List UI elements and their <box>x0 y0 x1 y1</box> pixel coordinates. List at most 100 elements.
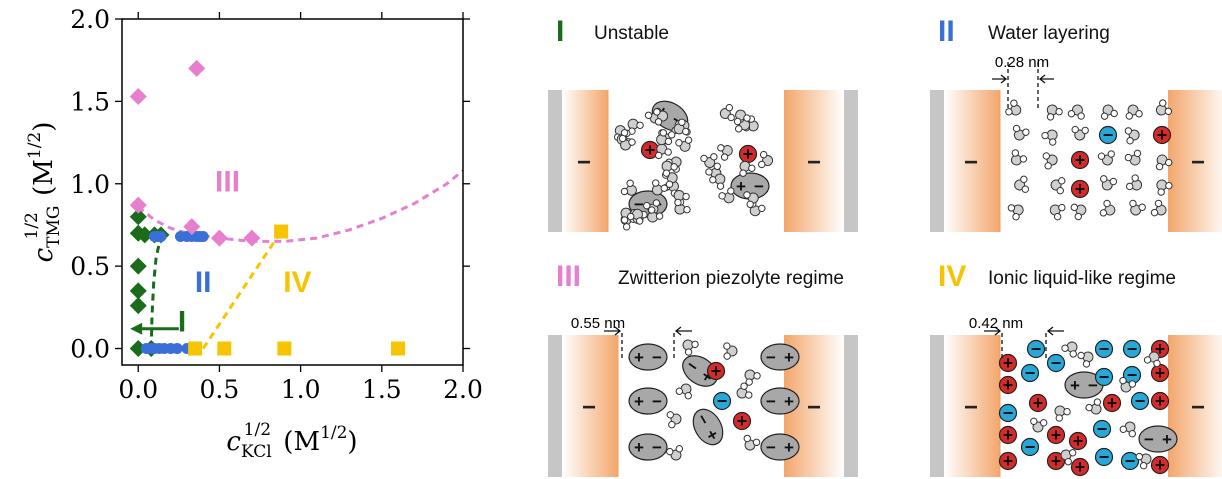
charge-symbol: + <box>1075 150 1086 170</box>
hydrogen-atom <box>727 187 735 195</box>
water-molecule <box>1050 177 1066 195</box>
water-molecule <box>739 160 756 177</box>
hydrogen-atom <box>709 176 717 184</box>
data-point <box>217 341 232 356</box>
water-molecule <box>719 103 735 122</box>
hydrogen-atom <box>683 205 691 214</box>
charge-symbol: − <box>754 177 764 196</box>
hydrogen-atom <box>618 134 627 143</box>
charge-symbol: + <box>711 361 722 381</box>
anion: − <box>1094 367 1114 387</box>
oxygen-atom <box>749 205 761 217</box>
hydrogen-atom <box>1042 152 1051 160</box>
oxygen-atom <box>721 145 733 157</box>
hydrogen-atom <box>1005 108 1013 116</box>
water-molecule <box>1049 203 1066 221</box>
zwitterion-body <box>760 433 800 461</box>
hydrogen-atom <box>725 103 734 112</box>
spacing-label: 0.28 nm <box>995 54 1049 71</box>
charge-symbol: − <box>1103 125 1114 145</box>
hydrogen-atom <box>682 192 690 201</box>
oxygen-atom <box>1104 204 1116 216</box>
oxygen-atom <box>1071 104 1083 116</box>
data-point <box>243 229 261 247</box>
hydrogen-atom <box>1124 127 1133 135</box>
data-point <box>129 87 147 105</box>
hydrogen-atom <box>620 129 629 137</box>
cation-circle <box>1070 150 1090 170</box>
charge-symbol: + <box>1162 430 1172 449</box>
hydrogen-atom <box>1139 461 1148 470</box>
hydrogen-atom <box>752 438 761 446</box>
hydrogen-atom <box>622 223 631 231</box>
x-tick-label: 0.0 <box>118 375 158 404</box>
anion-circle <box>1094 367 1114 387</box>
arrow-head <box>130 322 143 335</box>
zwitterion: +− <box>628 343 668 371</box>
cation: + <box>1068 431 1088 451</box>
data-point <box>129 297 147 315</box>
hydrogen-atom <box>1058 203 1066 212</box>
water-molecule <box>1054 405 1071 422</box>
surface-right <box>1168 90 1222 232</box>
hydrogen-atom <box>691 340 699 349</box>
data-point <box>129 340 147 358</box>
spacing-arrow <box>1038 74 1054 84</box>
zwitterion-body <box>628 387 668 415</box>
panel-II: II Water layering− −++− +0.28 nm <box>930 15 1222 232</box>
oxygen-atom <box>1155 104 1167 116</box>
cation: + <box>1070 150 1090 170</box>
hydrogen-atom <box>1012 213 1020 221</box>
charge-symbol: − <box>1127 365 1138 385</box>
panel-numeral: I <box>556 15 564 48</box>
charge-symbol: + <box>736 177 746 196</box>
hydrogen-atom <box>674 198 682 207</box>
data-point <box>129 196 147 214</box>
data-point <box>183 218 201 236</box>
panel-title: Water layering <box>988 23 1110 44</box>
water-molecule <box>1061 341 1078 358</box>
charge-symbol: + <box>1155 363 1166 383</box>
cation: + <box>998 353 1018 373</box>
hydrogen-atom <box>1126 137 1134 145</box>
cation-circle <box>1070 457 1090 477</box>
hydrogen-atom <box>666 411 674 419</box>
data-point <box>197 230 209 242</box>
hydrogen-atom <box>1143 356 1152 364</box>
water-molecule <box>673 189 690 207</box>
charge-symbol: − <box>1099 367 1110 387</box>
hydrogen-atom <box>1097 152 1106 160</box>
hydrogen-atom <box>1133 149 1142 158</box>
hydrogen-atom <box>1061 344 1069 352</box>
y-tick-label: 0.5 <box>70 252 110 281</box>
hydrogen-atom <box>668 421 676 429</box>
hydrogen-atom <box>1030 417 1038 426</box>
charge-symbol: + <box>1155 455 1166 475</box>
panel-IV: IV Ionic liquid-like regime− −+ −− ++−+− −− ++… <box>930 260 1222 477</box>
hydrogen-atom <box>1067 109 1076 118</box>
hydrogen-atom <box>1157 188 1165 196</box>
oxygen-atom <box>1066 341 1078 353</box>
hydrogen-atom <box>700 154 708 163</box>
charge-symbol: + <box>1155 339 1166 359</box>
hydrogen-atom <box>739 169 747 177</box>
cation: + <box>1150 363 1170 383</box>
hydrogen-atom <box>1155 162 1164 171</box>
oxygen-atom <box>666 172 678 184</box>
cation-circle <box>1046 451 1066 471</box>
anion: − <box>1122 365 1142 385</box>
water-molecule <box>723 342 738 360</box>
hydrogen-atom <box>1165 158 1173 167</box>
hydrogen-atom <box>718 192 726 200</box>
hydrogen-atom <box>1056 186 1064 195</box>
x-tick-label: 0.5 <box>200 375 240 404</box>
charge-symbol: + <box>1073 431 1084 451</box>
hydrogen-atom <box>664 148 672 156</box>
water-molecule <box>1119 376 1137 393</box>
surface-charge-left: − <box>964 394 978 421</box>
water-molecule <box>1150 199 1167 217</box>
water-molecule <box>1124 149 1142 166</box>
hydrogen-atom <box>1011 149 1020 157</box>
hydrogen-atom <box>1154 199 1163 208</box>
oxygen-atom <box>673 189 685 201</box>
